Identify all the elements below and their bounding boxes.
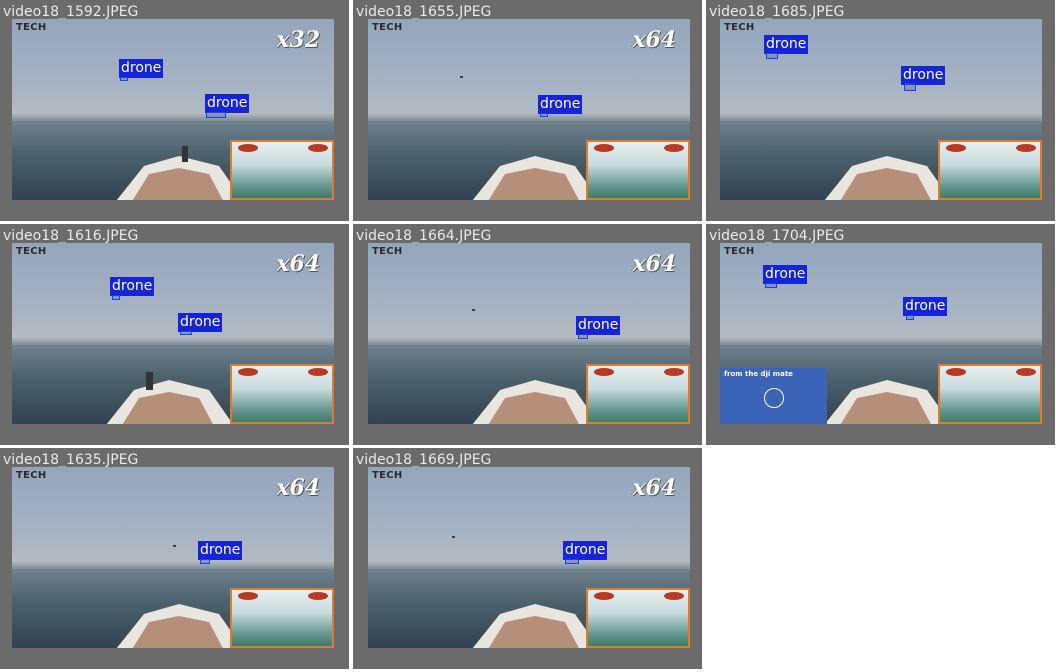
boat-bow — [106, 372, 233, 424]
video-frame: TECH x64 drone — [12, 467, 334, 648]
video-frame: TECH x64 drone — [368, 467, 690, 648]
video-frame: TECH x64 drone — [368, 243, 690, 424]
tile-filename: video18_1669.JPEG — [356, 452, 492, 468]
detection-box — [120, 77, 128, 81]
video-frame: TECH from the dji mate drone drone — [720, 243, 1042, 424]
zoom-badge: x64 — [632, 251, 676, 277]
tile-filename: video18_1635.JPEG — [3, 452, 139, 468]
video-frame: TECH x64 drone — [368, 19, 690, 200]
detection-label: drone — [901, 66, 946, 85]
tile-filename: video18_1616.JPEG — [3, 228, 139, 244]
detection-box — [904, 83, 916, 91]
video-frame: TECH x64 drone drone — [12, 243, 334, 424]
pip-camera-view — [230, 364, 334, 424]
detection-box — [766, 53, 778, 59]
detection-label: drone — [198, 541, 243, 560]
boat-bow — [824, 156, 951, 200]
pip-camera-view — [586, 140, 690, 200]
tile-filename: video18_1655.JPEG — [356, 4, 492, 20]
detection-label: drone — [763, 265, 808, 284]
image-tile[interactable]: video18_1635.JPEG TECH x64 drone — [0, 448, 349, 669]
image-tile[interactable]: video18_1685.JPEG TECH drone drone — [706, 0, 1055, 221]
tile-filename: video18_1592.JPEG — [3, 4, 139, 20]
watermark-logo: TECH — [372, 246, 403, 257]
detection-label: drone — [110, 277, 155, 296]
image-tile[interactable]: video18_1655.JPEG TECH x64 drone — [353, 0, 702, 221]
watermark-logo: TECH — [16, 470, 47, 481]
image-tile[interactable]: video18_1592.JPEG TECH x32 drone drone — [0, 0, 349, 221]
detection-label: drone — [903, 297, 948, 316]
detection-label: drone — [205, 94, 250, 113]
boat-bow — [116, 604, 243, 648]
pip-camera-view — [230, 140, 334, 200]
image-tile[interactable]: video18_1669.JPEG TECH x64 drone — [353, 448, 702, 669]
map-inset: from the dji mate — [720, 368, 827, 424]
zoom-badge: x64 — [632, 27, 676, 53]
target-ring-icon — [764, 388, 784, 408]
detection-label: drone — [178, 313, 223, 332]
detection-label: drone — [576, 316, 621, 335]
inset-caption: from the dji mate — [724, 370, 793, 378]
watermark-logo: TECH — [724, 22, 755, 33]
detection-box — [206, 112, 226, 118]
pip-camera-view — [938, 140, 1042, 200]
zoom-badge: x64 — [276, 251, 320, 277]
detection-box — [200, 559, 210, 564]
detection-label: drone — [764, 35, 809, 54]
watermark-logo: TECH — [16, 246, 47, 257]
video-frame: TECH drone drone — [720, 19, 1042, 200]
drone-speck — [472, 309, 475, 311]
tile-filename: video18_1664.JPEG — [356, 228, 492, 244]
detection-label: drone — [563, 541, 608, 560]
detection-box — [112, 295, 120, 300]
boat-bow — [824, 380, 951, 424]
detection-box — [765, 283, 777, 288]
watermark-logo: TECH — [16, 22, 47, 33]
detection-label: drone — [119, 59, 164, 78]
zoom-badge: x64 — [276, 475, 320, 501]
detection-box — [540, 113, 548, 117]
image-tile[interactable]: video18_1664.JPEG TECH x64 drone — [353, 224, 702, 445]
boat-bow — [116, 146, 243, 200]
watermark-logo: TECH — [372, 22, 403, 33]
detection-box — [565, 559, 579, 564]
pip-camera-view — [586, 364, 690, 424]
tile-filename: video18_1685.JPEG — [709, 4, 845, 20]
watermark-logo: TECH — [724, 246, 755, 257]
watermark-logo: TECH — [372, 470, 403, 481]
drone-speck — [173, 545, 176, 547]
zoom-badge: x64 — [632, 475, 676, 501]
image-tile[interactable]: video18_1704.JPEG TECH from the dji mate… — [706, 224, 1055, 445]
tile-filename: video18_1704.JPEG — [709, 228, 845, 244]
detection-box — [906, 315, 914, 320]
video-frame: TECH x32 drone drone — [12, 19, 334, 200]
boat-bow — [472, 380, 599, 424]
drone-speck — [452, 536, 455, 538]
drone-speck — [460, 76, 463, 78]
detection-box — [180, 331, 192, 335]
pip-camera-view — [938, 364, 1042, 424]
detection-box — [578, 334, 588, 339]
detection-label: drone — [538, 95, 583, 114]
image-tile[interactable]: video18_1616.JPEG TECH x64 drone drone — [0, 224, 349, 445]
pip-camera-view — [230, 588, 334, 648]
boat-bow — [472, 156, 599, 200]
zoom-badge: x32 — [276, 27, 320, 53]
boat-bow — [472, 604, 599, 648]
pip-camera-view — [586, 588, 690, 648]
